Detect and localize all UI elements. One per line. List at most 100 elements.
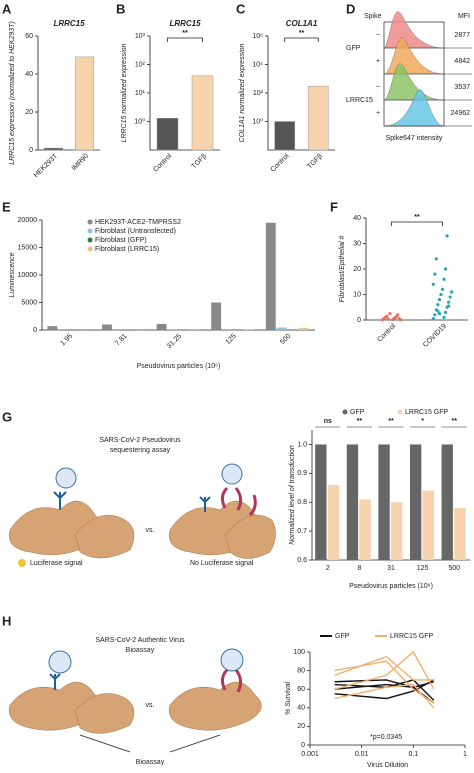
bar [409,444,422,560]
sig-label: ** [357,418,363,425]
y-tick-label: 1.0 [297,441,307,448]
diagram-title: sequestering assay [110,447,171,454]
y-tick-label: 40 [297,705,305,712]
bar [43,147,64,151]
point [437,312,442,316]
chart-title: LRRC15 [53,19,85,28]
point [447,304,451,308]
y-tick-label: 100 [293,649,305,656]
arrow [79,734,221,753]
diagram-title: Bioassay [126,647,155,654]
panel-label: C [236,1,246,16]
y-tick-label: 0.9 [297,470,307,477]
x-tick-label: 500 [279,333,292,346]
point [396,313,400,317]
bar [102,324,112,330]
x-axis-label: Pseudovirus particles (10⁶) [137,363,221,370]
histogram-curve [383,89,445,127]
lrrc15 [220,668,243,693]
bar [287,329,298,330]
point [385,314,389,318]
panel-label: D [346,1,355,16]
x-axis-label: Virus Dilution [367,762,408,769]
y-tick-label: 40 [25,71,33,78]
y-axis-label: COL1A1 normalized expression [239,43,246,142]
bar [346,444,359,560]
receptor [199,496,211,512]
point [443,267,448,271]
data-line [334,660,435,704]
bar [378,444,390,560]
bar [156,323,167,330]
y-tick-label: 10⁰ [134,117,145,125]
x-tick-label: 125 [417,565,429,572]
x-tick-label: Control [376,322,397,343]
y-tick-label: 0 [357,317,361,324]
legend-swatch [87,246,93,252]
x-tick-label: COVID19 [422,323,448,349]
data-line [334,679,435,689]
x-tick-label: IMR90 [71,153,91,173]
y-tick-label: 10000 [18,272,38,279]
annotation: *p=0.0345 [370,734,402,741]
diagram-g: SARS-CoV-2 Pseudovirus sequestering assa… [8,437,276,567]
legend-label: Fibroblast (Untransfected) [95,228,176,235]
x-tick-label: TGFβ [306,153,324,171]
sig-label: ** [451,418,457,425]
y-tick-label: 60 [25,33,33,40]
x-tick-label: Control [270,152,291,173]
bar [298,327,309,330]
panel-label: G [2,409,12,424]
x-tick-label: 0.01 [355,751,369,758]
bar [74,56,95,151]
point [434,257,438,261]
cell [74,514,135,559]
cell [74,693,135,734]
x-axis-label: Pseudovirus particles (10⁶) [349,583,433,590]
chart-title: LRRC15 [169,19,201,28]
bulb-icon [18,559,26,567]
virus [220,648,244,672]
point [439,292,443,297]
x-tick-label: 1 [463,751,467,758]
legend-swatch [87,237,93,243]
sign: + [376,58,380,65]
data-line [334,650,435,690]
x-tick-label: 31.25 [166,333,183,350]
legend-swatch [397,409,403,415]
point [445,234,449,238]
panel-label: B [116,1,125,16]
sig-bracket [284,37,319,42]
diagram-title: SARS-CoV-2 Authentic Virus [95,637,185,644]
x-axis-label: Spike647 intensity [386,135,443,142]
y-tick-label: 10 [353,291,361,298]
bar [191,75,214,151]
virus [221,463,243,485]
histogram-curve [383,11,445,49]
panel-label: E [2,199,11,214]
legend-label: Fibroblast (GFP) [95,237,147,244]
axis-line [365,218,468,321]
sig-label: * [421,418,424,425]
header: MFI [458,13,470,20]
y-axis-label: Normalized level of transduction [289,445,296,545]
bar [359,499,371,560]
point [388,312,392,316]
x-tick-label: 0.001 [301,751,319,758]
legend-swatch [87,228,93,234]
y-tick-label: 20 [353,266,361,273]
bar [276,327,287,330]
x-tick-label: HEK293T [33,152,60,179]
y-tick-label: 40 [353,215,361,222]
y-axis-label: LRRC15 expression (normalized to HEK293T… [9,21,16,165]
y-tick-label: 30 [353,240,361,247]
x-tick-label: 0.1 [408,751,418,758]
x-tick-label: 500 [448,565,460,572]
mfi-value: 4842 [454,58,470,65]
vs-label: vs. [146,527,155,534]
legend-swatch [87,219,93,225]
bar [265,222,276,330]
sig-label: ns [324,418,332,425]
sig-label: ** [299,30,305,37]
